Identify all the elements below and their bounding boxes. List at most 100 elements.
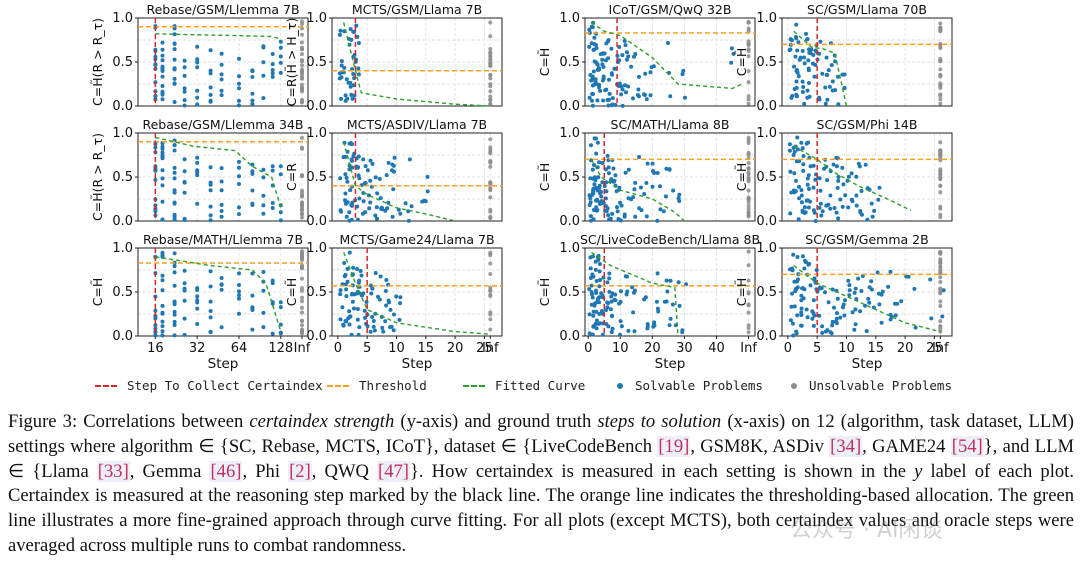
solvable-point <box>820 71 825 76</box>
caption-label: Figure 3: <box>8 411 78 432</box>
solvable-point <box>599 190 604 194</box>
panel-title: SC/GSM/Llama 70B <box>807 2 927 17</box>
solvable-point <box>604 87 609 92</box>
solvable-point <box>802 101 807 106</box>
solvable-point <box>350 142 354 147</box>
solvable-point <box>343 191 348 196</box>
unsolvable-point <box>300 310 304 315</box>
caption-emph: certaindex strength <box>249 411 395 432</box>
solvable-point <box>811 311 816 316</box>
solvable-point <box>838 315 843 320</box>
solvable-point <box>625 50 629 55</box>
unsolvable-point <box>300 266 304 271</box>
solvable-point <box>278 210 283 215</box>
solvable-point <box>182 103 187 108</box>
unsolvable-point <box>746 263 751 268</box>
solvable-point <box>182 298 187 303</box>
unsolvable-point <box>488 214 493 219</box>
solvable-point <box>849 171 854 176</box>
solvable-point <box>172 319 177 324</box>
solvable-point <box>941 288 946 293</box>
citation-link[interactable]: [33] <box>96 460 130 482</box>
solvable-point <box>182 73 187 78</box>
panel-title: SC/LiveCodeBench/Llama 8B <box>580 232 760 247</box>
solvable-point <box>160 176 165 181</box>
solvable-point <box>835 296 840 301</box>
unsolvable-point <box>746 323 751 328</box>
citation-link[interactable]: [54] <box>950 435 984 457</box>
y-tick-label: 0.5 <box>306 170 327 185</box>
solvable-point <box>195 306 200 311</box>
solvable-point <box>792 171 797 176</box>
solvable-point <box>661 209 666 214</box>
solvable-point <box>392 155 397 160</box>
solvable-point <box>644 97 649 102</box>
solvable-point <box>834 210 839 215</box>
solvable-point <box>846 205 851 210</box>
solvable-point <box>869 287 874 292</box>
x-tick-label: Inf <box>932 341 949 356</box>
unsolvable-point <box>938 271 943 276</box>
fitted-curve <box>343 141 456 222</box>
solvable-point <box>361 157 366 162</box>
solvable-point <box>794 329 799 334</box>
solvable-point <box>606 301 611 305</box>
solvable-point <box>237 205 241 210</box>
solvable-point <box>830 88 835 93</box>
solvable-point <box>587 193 592 198</box>
y-tick-label: 1.0 <box>112 241 133 256</box>
y-tick-label: 0.0 <box>559 99 580 114</box>
solvable-point <box>348 80 353 85</box>
solvable-point <box>208 309 213 313</box>
panel-title: Rebase/GSM/Llemma 7B <box>146 2 299 17</box>
unsolvable-point <box>746 43 751 48</box>
solvable-point <box>182 169 187 174</box>
x-tick-label: 20 <box>447 341 464 356</box>
solvable-point <box>834 316 839 321</box>
solvable-point <box>854 193 859 198</box>
citation-link[interactable]: [47] <box>377 460 410 482</box>
citation-link[interactable]: [46] <box>209 460 243 482</box>
solvable-point <box>790 266 795 271</box>
solvable-point <box>808 164 813 169</box>
solvable-point <box>609 46 614 51</box>
solvable-point <box>237 74 241 79</box>
citation-link[interactable]: [34] <box>829 435 863 457</box>
panel-title: ICoT/GSM/QwQ 32B <box>609 2 732 17</box>
unsolvable-point <box>938 93 943 98</box>
x-tick-label: 5 <box>813 341 821 356</box>
solvable-point <box>676 280 681 285</box>
unsolvable-point <box>488 209 493 214</box>
solvable-point <box>250 305 255 310</box>
solvable-point <box>160 144 165 149</box>
solvable-point <box>237 212 241 217</box>
solvable-point <box>841 302 846 307</box>
solvable-point <box>278 305 283 310</box>
solvable-point <box>836 178 841 183</box>
solvable-point <box>859 289 864 293</box>
unsolvable-point <box>300 87 304 92</box>
unsolvable-point <box>938 190 943 195</box>
solvable-point <box>208 269 213 274</box>
solvable-point <box>864 329 869 334</box>
solvable-point <box>820 209 825 214</box>
solvable-point <box>391 328 396 333</box>
solvable-point <box>172 333 177 338</box>
solvable-point <box>219 77 224 82</box>
solvable-point <box>355 307 360 311</box>
citation-link[interactable]: [2] <box>288 460 312 482</box>
unsolvable-point <box>488 94 493 99</box>
solvable-point <box>797 184 801 189</box>
solvable-point <box>806 58 811 63</box>
solvable-point <box>590 25 595 30</box>
solvable-point <box>794 22 799 27</box>
solvable-point <box>386 160 391 165</box>
solvable-point <box>237 182 241 186</box>
citation-link[interactable]: [19] <box>657 435 691 457</box>
solvable-point <box>645 324 650 329</box>
solvable-point <box>788 211 793 216</box>
solvable-point <box>605 305 610 310</box>
solvable-point <box>863 162 868 167</box>
solvable-point <box>651 64 656 69</box>
y-tick-label: 1.0 <box>306 241 327 256</box>
